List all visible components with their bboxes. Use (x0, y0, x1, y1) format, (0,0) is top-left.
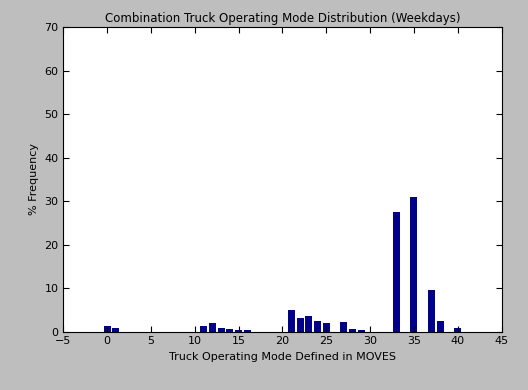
Bar (297, 319, 304, 332)
Bar (103, 326, 111, 331)
Bar (244, 330, 251, 332)
Bar (288, 310, 295, 332)
Y-axis label: % Frequency: % Frequency (29, 144, 39, 215)
Bar (393, 212, 400, 332)
Bar (454, 328, 461, 332)
Bar (305, 316, 312, 332)
X-axis label: Truck Operating Mode Defined in MOVES: Truck Operating Mode Defined in MOVES (169, 352, 396, 362)
Bar (227, 329, 233, 331)
Bar (209, 323, 216, 331)
Bar (358, 330, 365, 332)
Bar (200, 326, 207, 332)
Bar (410, 197, 418, 332)
Bar (235, 330, 242, 332)
Bar (218, 328, 224, 332)
Bar (112, 328, 119, 332)
Bar (341, 322, 347, 332)
Title: Combination Truck Operating Mode Distribution (Weekdays): Combination Truck Operating Mode Distrib… (105, 12, 460, 25)
Bar (314, 321, 321, 332)
Bar (437, 321, 444, 332)
Bar (349, 329, 356, 331)
Bar (428, 290, 435, 332)
Bar (323, 323, 330, 331)
